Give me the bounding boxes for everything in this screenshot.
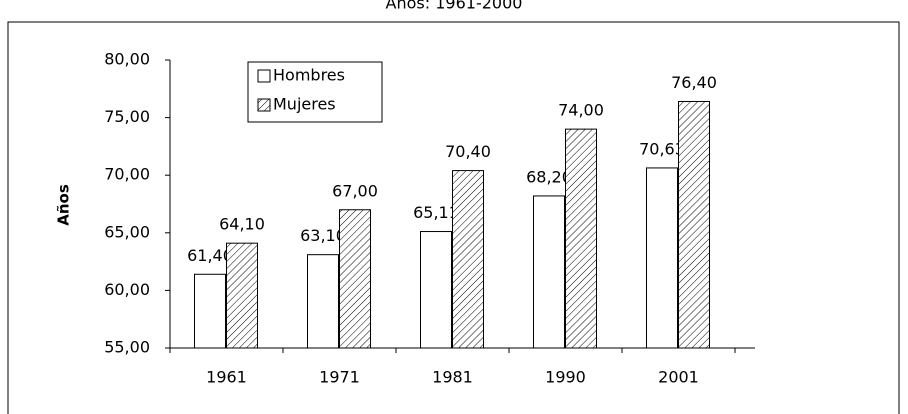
legend-swatch bbox=[257, 69, 271, 83]
legend-swatch bbox=[257, 98, 271, 112]
value-label: 68,20 bbox=[526, 167, 572, 186]
value-label: 70,63 bbox=[639, 139, 685, 158]
x-tick-label: 1961 bbox=[206, 368, 247, 387]
bar bbox=[452, 170, 484, 349]
bar bbox=[533, 195, 565, 349]
value-label: 61,40 bbox=[187, 246, 233, 265]
value-label: 65,11 bbox=[413, 203, 459, 222]
y-tick-label: 70,00 bbox=[104, 165, 150, 184]
x-tick-label: 2001 bbox=[658, 368, 699, 387]
value-label: 63,10 bbox=[300, 226, 346, 245]
value-label: 64,10 bbox=[219, 215, 265, 234]
y-axis-label: Años bbox=[55, 184, 73, 226]
value-label: 67,00 bbox=[332, 181, 378, 200]
legend-label: Mujeres bbox=[273, 95, 336, 114]
legend-label: Hombres bbox=[273, 66, 345, 85]
bar bbox=[194, 273, 226, 349]
chart-title: Años: 1961-2000 bbox=[386, 0, 523, 13]
bar bbox=[339, 209, 371, 349]
y-tick-label: 65,00 bbox=[104, 222, 150, 241]
value-label: 74,00 bbox=[558, 101, 604, 120]
bar bbox=[565, 128, 597, 349]
y-tick-label: 75,00 bbox=[104, 107, 150, 126]
bar bbox=[646, 167, 678, 349]
x-tick-label: 1990 bbox=[545, 368, 586, 387]
value-label: 70,40 bbox=[445, 142, 491, 161]
value-label: 76,40 bbox=[671, 73, 717, 92]
y-tick-label: 80,00 bbox=[104, 50, 150, 69]
y-tick-label: 55,00 bbox=[104, 338, 150, 357]
x-tick-label: 1981 bbox=[432, 368, 473, 387]
x-tick-label: 1971 bbox=[319, 368, 360, 387]
bar bbox=[307, 254, 339, 349]
bar bbox=[226, 242, 258, 349]
bar bbox=[420, 231, 452, 349]
y-tick-label: 60,00 bbox=[104, 280, 150, 299]
bar bbox=[678, 100, 710, 349]
